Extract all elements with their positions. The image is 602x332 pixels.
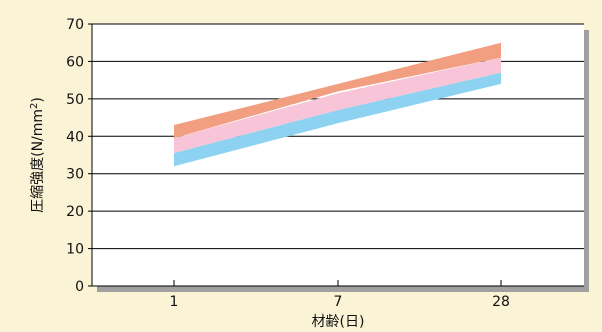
x-tick-label-7: 7	[334, 294, 343, 310]
y-tick-label-60: 60	[66, 54, 84, 70]
y-tick-label-10: 10	[66, 242, 84, 258]
y-tick-label-40: 40	[66, 129, 84, 145]
x-tick-labels: 1 7 28	[170, 280, 510, 310]
strength-band-2	[174, 57, 501, 154]
plot-area	[92, 24, 584, 286]
y-tick-label-20: 20	[66, 204, 84, 220]
y-tick-label-50: 50	[66, 92, 84, 108]
y-tick-label-70: 70	[66, 17, 84, 33]
strength-bands	[174, 42, 501, 167]
x-axis-title: 材齢(日)	[312, 314, 365, 330]
strength-band-3	[174, 72, 501, 167]
strength-band-1	[174, 42, 501, 139]
y-axis-title: 圧縮強度(N/mm2)	[29, 97, 46, 213]
y-tick-label-0: 0	[75, 279, 84, 295]
x-tick-label-28: 28	[492, 294, 510, 310]
y-tick-labels: 0 10 20 30 40 50 60 70	[66, 17, 92, 295]
y-tick-label-30: 30	[66, 167, 84, 183]
x-tick-label-1: 1	[170, 294, 179, 310]
